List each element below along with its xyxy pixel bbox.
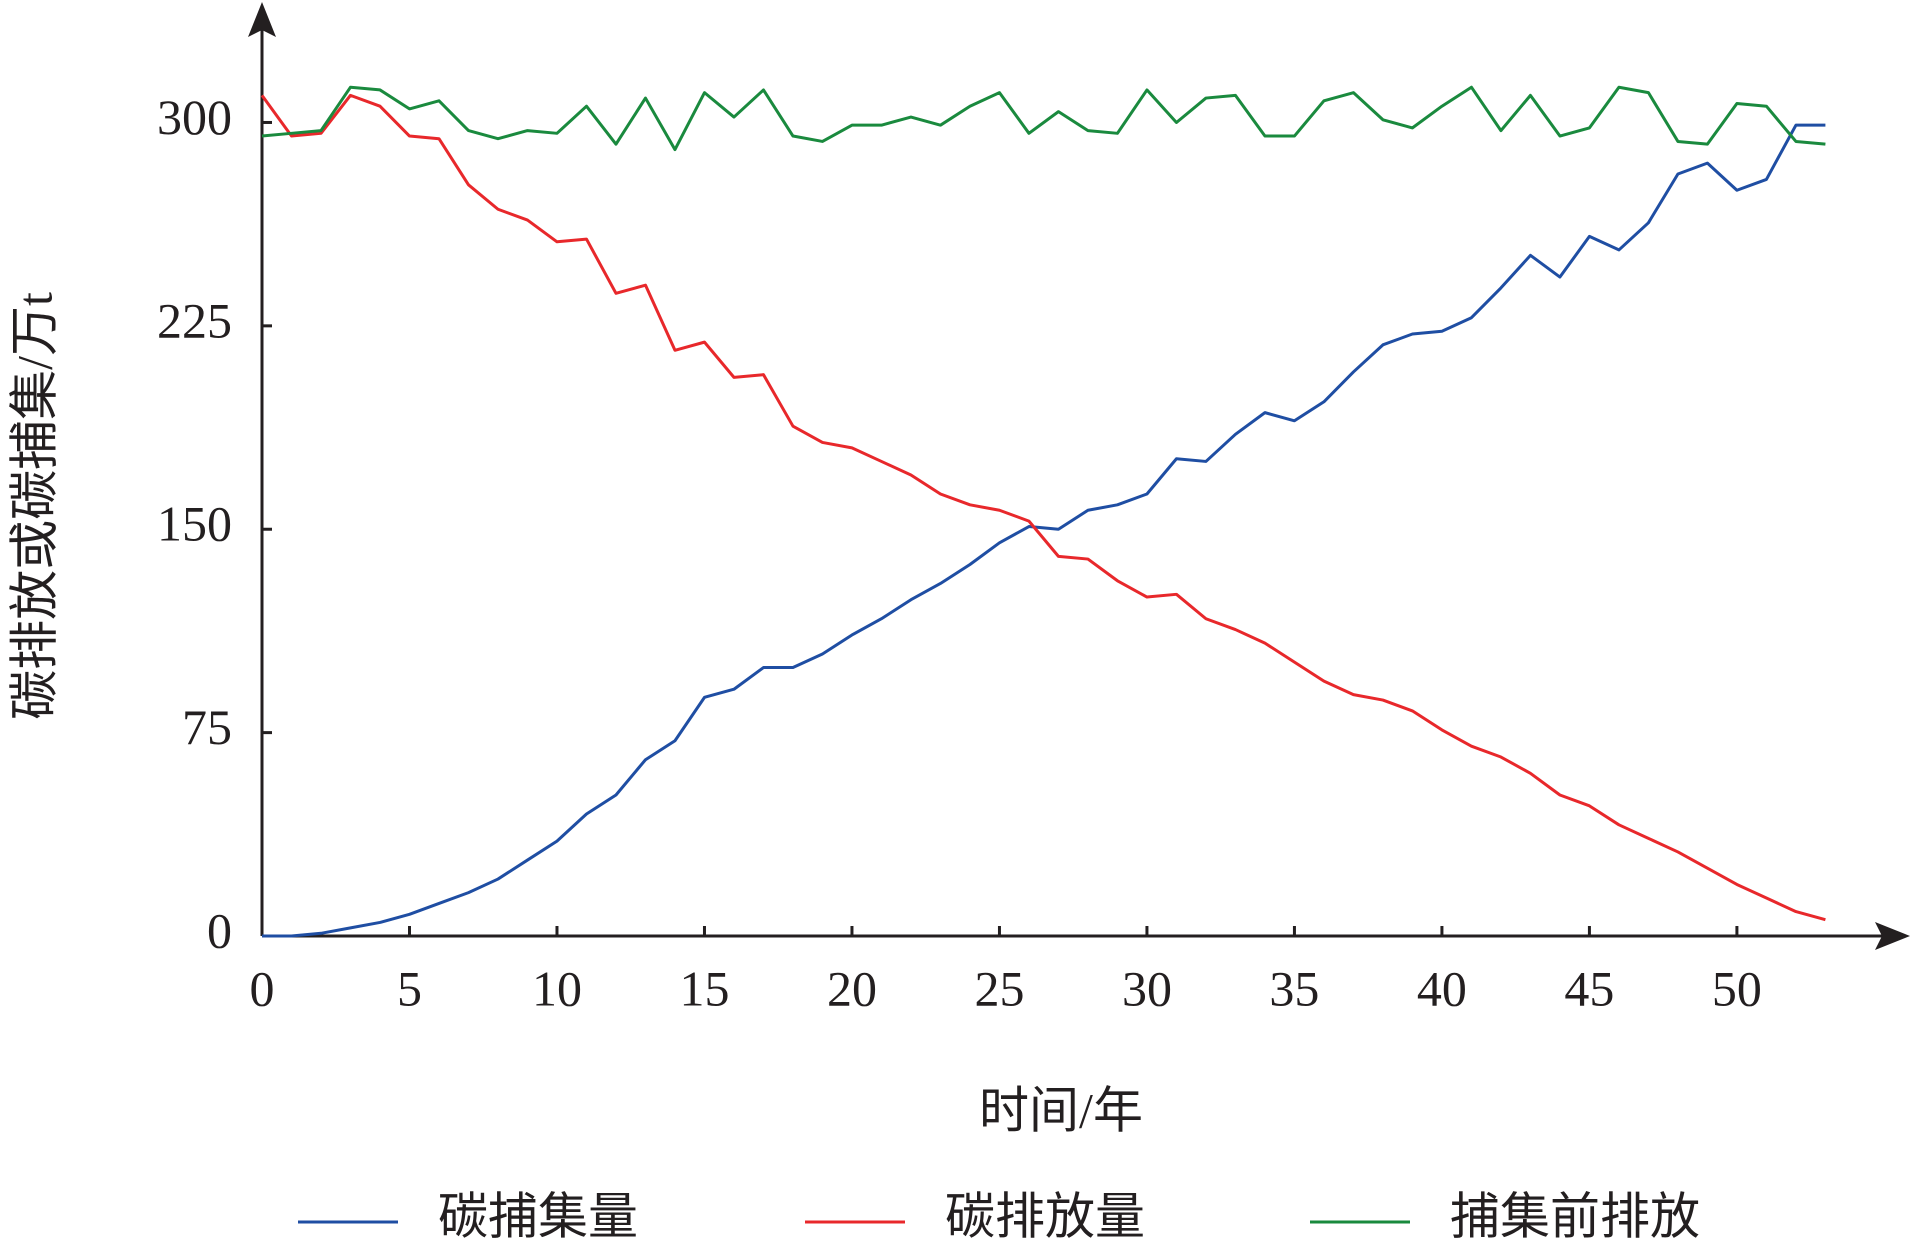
x-axis-arrow	[1875, 922, 1910, 950]
series-line	[260, 93, 1826, 922]
y-tick-label: 0	[207, 902, 232, 958]
legend-label: 捕集前排放	[1450, 1188, 1700, 1244]
y-axis-arrow	[248, 2, 276, 37]
x-tick-label: 35	[1269, 960, 1319, 1016]
series-line	[262, 123, 1826, 938]
y-tick-label: 150	[157, 496, 232, 552]
x-tick-label: 45	[1564, 960, 1614, 1016]
legend-label: 碳排放量	[945, 1188, 1145, 1244]
x-tick-label: 15	[679, 960, 729, 1016]
y-tick-label: 300	[157, 89, 232, 145]
y-tick-label: 75	[182, 699, 232, 755]
y-axis-label: 碳排放或碳捕集/万t	[6, 292, 62, 720]
legend-label: 碳捕集量	[438, 1188, 638, 1244]
y-tick-label: 225	[157, 292, 232, 348]
x-tick-label: 20	[827, 960, 877, 1016]
x-tick-label: 40	[1417, 960, 1467, 1016]
x-tick-label: 5	[397, 960, 422, 1016]
x-tick-label: 30	[1122, 960, 1172, 1016]
x-tick-label: 25	[974, 960, 1024, 1016]
series-line	[261, 85, 1826, 152]
x-axis-label: 时间/年	[979, 1082, 1143, 1138]
x-tick-label: 50	[1712, 960, 1762, 1016]
x-tick-label: 0	[250, 960, 275, 1016]
x-tick-label: 10	[532, 960, 582, 1016]
